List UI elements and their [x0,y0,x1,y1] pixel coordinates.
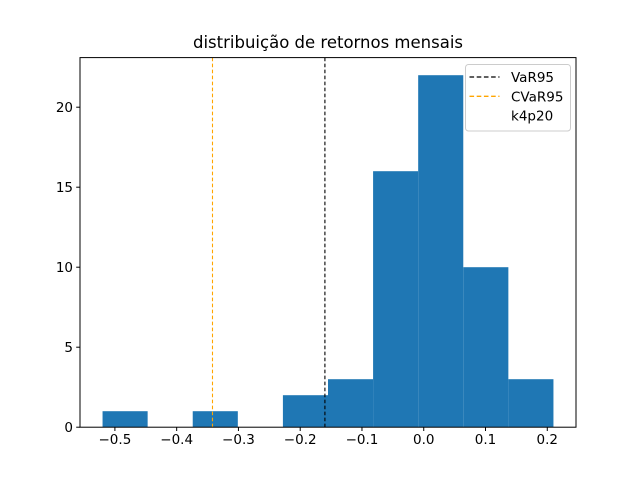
y-tick-label: 15 [56,180,73,196]
histogram-bar [508,379,554,428]
axes-frame [79,57,577,428]
y-tick-label: 10 [56,260,73,276]
x-tick-label: −0.2 [284,432,317,448]
histogram-bar [102,411,148,428]
legend-box [465,64,571,132]
plot-area: −0.5 −0.4 −0.3 −0.2 −0.1 0.0 0.1 0.2 0 5 10 15 20 VaR… [56,57,577,448]
histogram-bar [328,379,374,428]
histogram-bar [282,395,328,428]
y-tick-label: 0 [64,420,73,436]
x-tick-label: −0.3 [222,432,255,448]
x-tick-label: 0.1 [475,432,496,448]
histogram-bar [373,171,419,428]
legend-label: VaR95 [511,70,554,86]
x-tick-label: −0.4 [160,432,193,448]
x-tick-label: 0.0 [413,432,434,448]
y-tick-label: 20 [56,100,73,116]
histogram-bar [192,411,238,428]
legend-label: k4p20 [511,109,553,125]
legend-label: CVaR95 [511,89,563,105]
histogram-bar [418,75,464,428]
chart-title: distribuição de retornos mensais [193,33,463,52]
x-tick-label: 0.2 [537,432,558,448]
x-tick-label: −0.5 [99,432,132,448]
y-tick-label: 5 [64,340,73,356]
histogram-bar [463,267,509,428]
x-tick-label: −0.1 [346,432,379,448]
